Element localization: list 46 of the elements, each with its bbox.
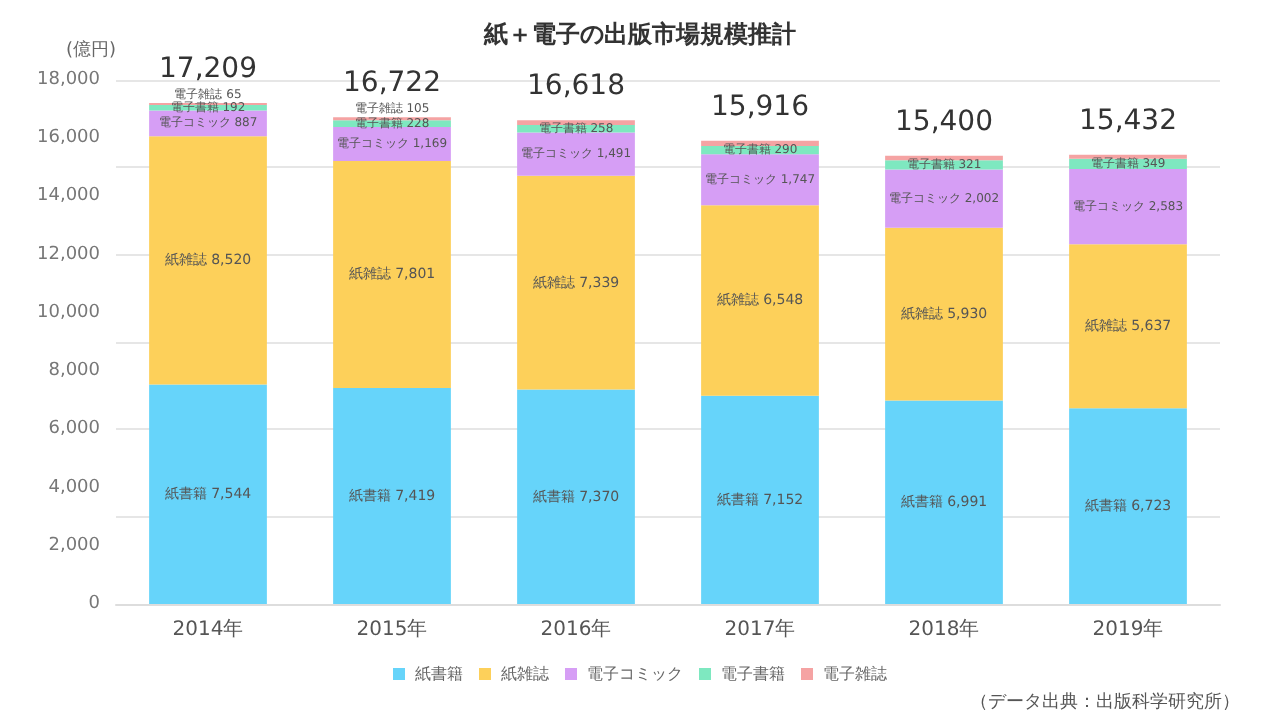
legend-label: 電子雑誌 xyxy=(823,665,887,683)
bar xyxy=(885,400,1003,604)
total-label: 15,400 xyxy=(895,105,993,138)
y-tick-label: 18,000 xyxy=(37,70,101,90)
y-tick-label: 8,000 xyxy=(48,361,101,382)
legend-label: 電子コミック xyxy=(587,665,683,683)
x-tick-label: 2019年 xyxy=(1092,617,1164,641)
bar xyxy=(1069,244,1187,409)
bar xyxy=(885,169,1003,228)
bar xyxy=(701,154,819,206)
legend-label: 電子書籍 xyxy=(721,665,785,683)
y-tick-label: 12,000 xyxy=(37,244,101,265)
y-tick-label: 0 xyxy=(88,594,101,614)
bar xyxy=(1069,168,1187,245)
total-label: 16,722 xyxy=(343,67,441,100)
bar xyxy=(517,175,635,390)
bar xyxy=(517,389,635,604)
total-label: 16,618 xyxy=(527,70,625,103)
bar xyxy=(701,205,819,396)
total-label: 17,209 xyxy=(159,53,257,86)
x-tick-label: 2014年 xyxy=(172,617,244,641)
y-tick-label: 2,000 xyxy=(48,535,101,556)
total-label: 15,916 xyxy=(711,90,810,123)
y-tick-label: 16,000 xyxy=(37,128,101,149)
y-tick-label: 6,000 xyxy=(48,419,101,440)
bar xyxy=(1069,408,1187,604)
y-tick-label: 14,000 xyxy=(37,186,101,207)
total-label: 15,432 xyxy=(1079,104,1177,137)
text: （データ出典：出版科学研究所） xyxy=(970,691,1240,713)
bar xyxy=(885,227,1003,401)
x-tick-label: 2018年 xyxy=(908,617,980,641)
y-tick-label: 4,000 xyxy=(48,477,101,498)
y-tick-label: 10,000 xyxy=(37,302,101,323)
bar xyxy=(149,384,267,604)
bar xyxy=(333,160,451,389)
bar xyxy=(517,132,635,176)
x-tick-label: 2015年 xyxy=(356,617,428,641)
bar xyxy=(333,388,451,604)
chart-title: 紙＋電子の出版市場規模推計 xyxy=(482,20,796,48)
y-axis-title: (億円) xyxy=(65,39,116,61)
x-tick-label: 2016年 xyxy=(540,617,612,641)
legend-label: 紙雑誌 xyxy=(501,665,549,683)
bar xyxy=(701,395,819,604)
bar xyxy=(149,136,267,385)
legend-label: 紙書籍 xyxy=(415,665,463,683)
x-tick-label: 2017年 xyxy=(724,617,796,641)
